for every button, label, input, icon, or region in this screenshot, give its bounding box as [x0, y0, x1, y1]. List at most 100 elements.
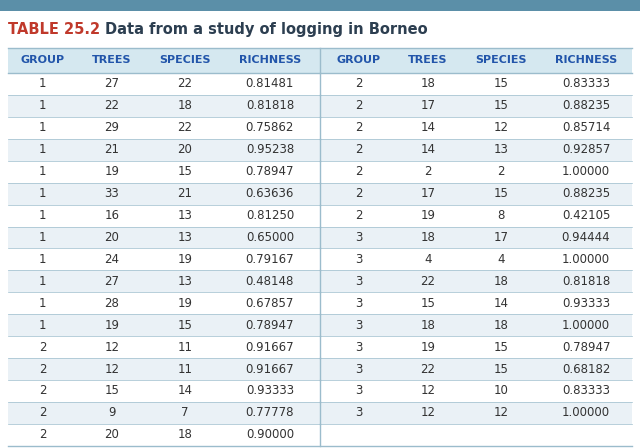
- Text: 19: 19: [104, 319, 119, 332]
- Text: SPECIES: SPECIES: [159, 56, 211, 65]
- Text: 1.00000: 1.00000: [562, 319, 610, 332]
- Text: 2: 2: [38, 406, 46, 419]
- Text: 14: 14: [177, 384, 193, 397]
- Text: 20: 20: [104, 231, 119, 244]
- Text: 3: 3: [355, 362, 362, 375]
- Text: 0.91667: 0.91667: [246, 362, 294, 375]
- Text: 10: 10: [494, 384, 509, 397]
- Text: 15: 15: [494, 78, 509, 90]
- Text: 1: 1: [38, 319, 46, 332]
- Text: 33: 33: [104, 187, 119, 200]
- Text: 1: 1: [38, 275, 46, 288]
- Text: 0.91667: 0.91667: [246, 340, 294, 353]
- Text: 2: 2: [355, 99, 362, 112]
- Text: 17: 17: [493, 231, 509, 244]
- Text: RICHNESS: RICHNESS: [555, 56, 617, 65]
- Text: 18: 18: [420, 319, 435, 332]
- Text: 19: 19: [420, 340, 435, 353]
- Text: 14: 14: [493, 297, 509, 310]
- Text: 15: 15: [494, 99, 509, 112]
- Text: 21: 21: [104, 143, 119, 156]
- Bar: [8, 402, 632, 424]
- Text: 29: 29: [104, 121, 119, 134]
- Text: 12: 12: [420, 384, 435, 397]
- Text: 27: 27: [104, 275, 119, 288]
- Text: 2: 2: [355, 121, 362, 134]
- Text: 21: 21: [177, 187, 193, 200]
- Text: 8: 8: [497, 209, 505, 222]
- Bar: [0, 0, 640, 11]
- Text: 0.83333: 0.83333: [562, 384, 610, 397]
- Text: SPECIES: SPECIES: [476, 56, 527, 65]
- Bar: [8, 314, 632, 336]
- Text: 4: 4: [497, 253, 505, 266]
- Text: 1: 1: [38, 253, 46, 266]
- Text: 0.63636: 0.63636: [246, 187, 294, 200]
- Bar: [8, 227, 632, 249]
- Text: 0.78947: 0.78947: [246, 165, 294, 178]
- Text: Data from a study of logging in Borneo: Data from a study of logging in Borneo: [105, 22, 428, 37]
- Text: 1.00000: 1.00000: [562, 165, 610, 178]
- Text: 0.79167: 0.79167: [246, 253, 294, 266]
- Text: 3: 3: [355, 253, 362, 266]
- Text: 0.90000: 0.90000: [246, 428, 294, 441]
- Text: 15: 15: [420, 297, 435, 310]
- Text: 0.88235: 0.88235: [562, 99, 610, 112]
- Text: 0.85714: 0.85714: [562, 121, 610, 134]
- Text: 15: 15: [494, 340, 509, 353]
- Text: 3: 3: [355, 275, 362, 288]
- Text: 12: 12: [420, 406, 435, 419]
- Text: 0.78947: 0.78947: [246, 319, 294, 332]
- Text: 16: 16: [104, 209, 119, 222]
- Bar: [8, 249, 632, 270]
- Text: 2: 2: [355, 209, 362, 222]
- Text: 24: 24: [104, 253, 119, 266]
- Text: 0.83333: 0.83333: [562, 78, 610, 90]
- Bar: [8, 358, 632, 380]
- Text: 15: 15: [494, 362, 509, 375]
- Text: GROUP: GROUP: [20, 56, 65, 65]
- Text: 3: 3: [355, 297, 362, 310]
- Text: 28: 28: [104, 297, 119, 310]
- Text: 7: 7: [181, 406, 189, 419]
- Text: 19: 19: [177, 297, 193, 310]
- Text: 2: 2: [38, 384, 46, 397]
- Text: 22: 22: [104, 99, 119, 112]
- Text: 1: 1: [38, 187, 46, 200]
- Text: TREES: TREES: [408, 56, 448, 65]
- Text: 12: 12: [104, 340, 119, 353]
- Text: 22: 22: [177, 78, 193, 90]
- Text: 2: 2: [355, 187, 362, 200]
- Text: 0.67857: 0.67857: [246, 297, 294, 310]
- Text: 3: 3: [355, 231, 362, 244]
- Text: RICHNESS: RICHNESS: [239, 56, 301, 65]
- Text: 1.00000: 1.00000: [562, 253, 610, 266]
- Text: 0.81818: 0.81818: [246, 99, 294, 112]
- Text: 12: 12: [493, 406, 509, 419]
- Text: 2: 2: [38, 340, 46, 353]
- Text: 2: 2: [497, 165, 505, 178]
- Text: 15: 15: [104, 384, 119, 397]
- Text: 0.78947: 0.78947: [562, 340, 611, 353]
- Bar: [8, 139, 632, 161]
- Text: 1: 1: [38, 99, 46, 112]
- Text: 0.88235: 0.88235: [562, 187, 610, 200]
- Text: 0.48148: 0.48148: [246, 275, 294, 288]
- Text: 4: 4: [424, 253, 432, 266]
- Text: 2: 2: [355, 78, 362, 90]
- Bar: [8, 73, 632, 95]
- Text: 20: 20: [104, 428, 119, 441]
- Text: 1: 1: [38, 143, 46, 156]
- Text: GROUP: GROUP: [337, 56, 381, 65]
- Text: 2: 2: [38, 428, 46, 441]
- Text: 18: 18: [494, 275, 509, 288]
- Text: 1: 1: [38, 78, 46, 90]
- Text: 13: 13: [178, 209, 193, 222]
- Text: 0.81481: 0.81481: [246, 78, 294, 90]
- Text: 18: 18: [178, 99, 193, 112]
- Bar: [8, 292, 632, 314]
- Text: 11: 11: [177, 362, 193, 375]
- Text: 0.92857: 0.92857: [562, 143, 610, 156]
- Text: 0.75862: 0.75862: [246, 121, 294, 134]
- Text: 0.77778: 0.77778: [246, 406, 294, 419]
